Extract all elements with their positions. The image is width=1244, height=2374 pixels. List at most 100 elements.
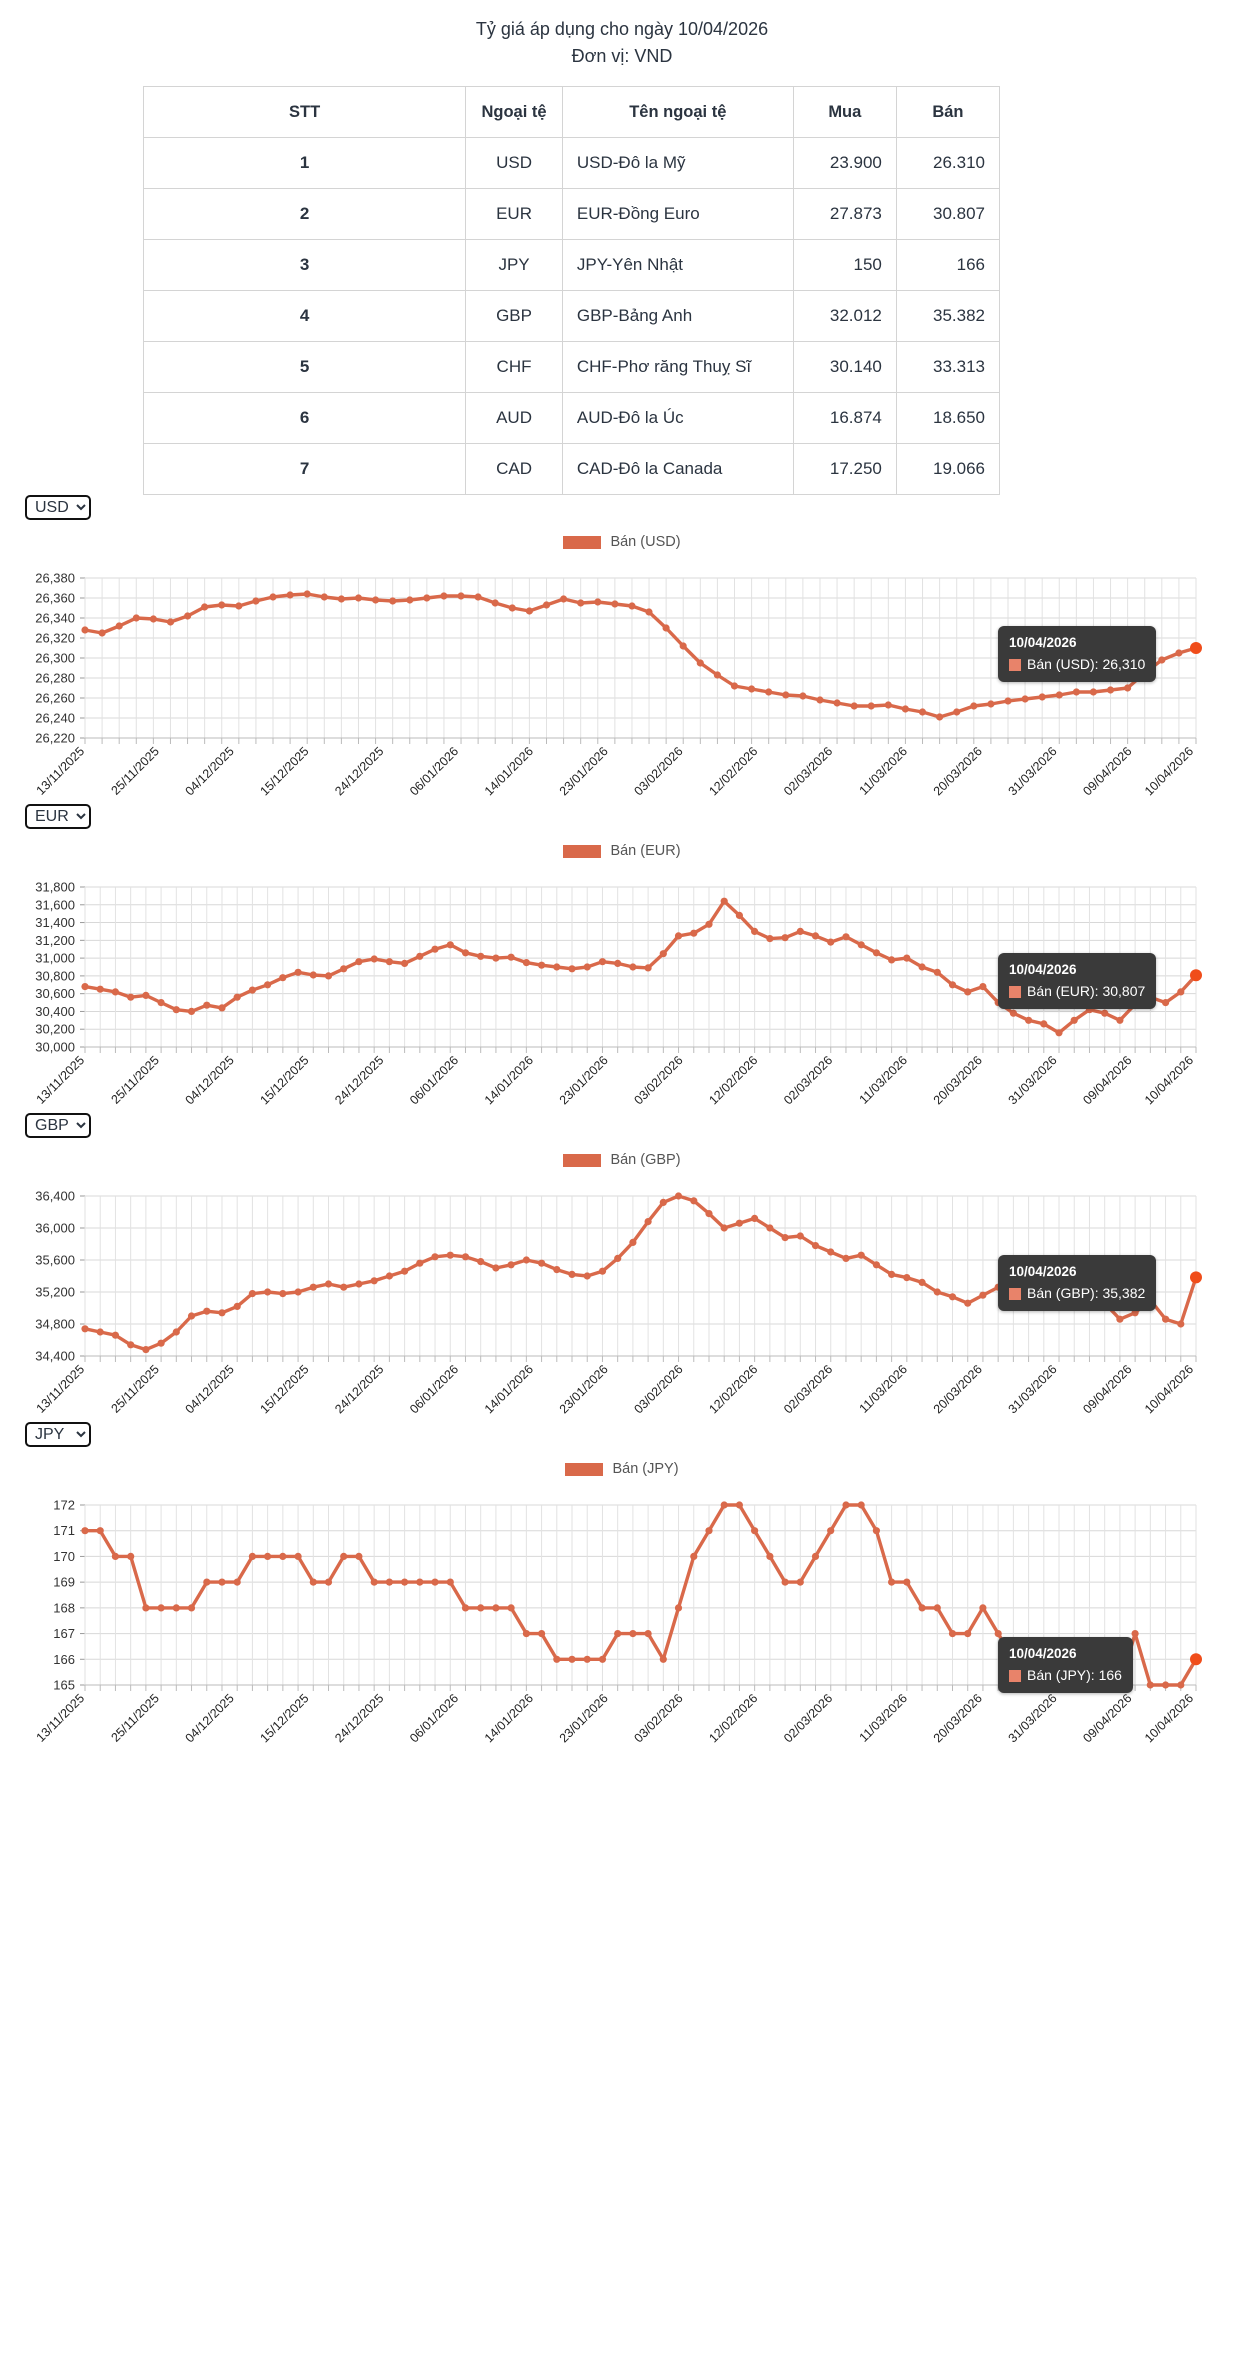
series-point[interactable] xyxy=(406,596,414,604)
series-point[interactable] xyxy=(172,1328,180,1336)
series-point[interactable] xyxy=(811,1242,820,1250)
series-point[interactable] xyxy=(440,592,448,600)
series-point[interactable] xyxy=(1089,688,1097,696)
series-point[interactable] xyxy=(568,1270,576,1278)
series-point[interactable] xyxy=(127,1552,135,1560)
series-point[interactable] xyxy=(522,959,531,967)
series-point[interactable] xyxy=(492,954,500,962)
series-point[interactable] xyxy=(385,1578,393,1586)
series-point[interactable] xyxy=(1177,988,1185,996)
series-point[interactable] xyxy=(269,593,277,601)
series-point[interactable] xyxy=(1116,1315,1124,1323)
series-point[interactable] xyxy=(1072,688,1080,696)
series-point[interactable] xyxy=(583,1272,591,1280)
series-point[interactable] xyxy=(735,1501,744,1509)
series-point[interactable] xyxy=(690,929,698,937)
series-point[interactable] xyxy=(446,941,454,949)
series-point[interactable] xyxy=(461,949,470,957)
currency-select-eur[interactable]: USDEURJPYGBPCHFAUDCAD xyxy=(25,804,91,829)
series-point[interactable] xyxy=(477,952,485,960)
series-point[interactable] xyxy=(730,682,739,690)
series-point[interactable] xyxy=(149,615,157,623)
series-point[interactable] xyxy=(201,603,209,611)
series-point[interactable] xyxy=(751,1527,759,1535)
series-last-point[interactable] xyxy=(1190,1271,1202,1284)
series-point[interactable] xyxy=(979,1291,987,1299)
series-point[interactable] xyxy=(1070,1016,1078,1024)
series-point[interactable] xyxy=(888,1578,896,1586)
series-point[interactable] xyxy=(157,999,165,1007)
series-point[interactable] xyxy=(477,1604,485,1612)
chart-legend[interactable]: Bán (EUR) xyxy=(0,843,1244,859)
series-point[interactable] xyxy=(303,590,311,598)
series-point[interactable] xyxy=(203,1001,211,1009)
series-point[interactable] xyxy=(583,963,591,971)
series-point[interactable] xyxy=(218,601,226,609)
series-point[interactable] xyxy=(765,688,773,696)
series-point[interactable] xyxy=(522,1256,531,1264)
series-point[interactable] xyxy=(355,1280,363,1288)
series-point[interactable] xyxy=(705,1210,713,1218)
series-point[interactable] xyxy=(888,1270,896,1278)
series-last-point[interactable] xyxy=(1190,1653,1202,1666)
series-point[interactable] xyxy=(690,1197,698,1205)
series-point[interactable] xyxy=(674,932,683,940)
series-point[interactable] xyxy=(218,1309,226,1317)
series-point[interactable] xyxy=(525,607,534,615)
series-point[interactable] xyxy=(1177,1681,1185,1689)
series-point[interactable] xyxy=(81,626,89,634)
series-point[interactable] xyxy=(132,614,140,622)
series-point[interactable] xyxy=(796,927,804,935)
series-point[interactable] xyxy=(127,1341,135,1349)
series-point[interactable] xyxy=(157,1604,165,1612)
currency-select-usd[interactable]: USDEURJPYGBPCHFAUDCAD xyxy=(25,495,91,520)
series-point[interactable] xyxy=(933,968,941,976)
series-point[interactable] xyxy=(446,1251,454,1259)
series-point[interactable] xyxy=(309,971,317,979)
series-point[interactable] xyxy=(690,1552,698,1560)
series-point[interactable] xyxy=(598,958,607,966)
chart-legend[interactable]: Bán (USD) xyxy=(0,534,1244,550)
series-point[interactable] xyxy=(184,612,192,620)
series-point[interactable] xyxy=(799,692,807,700)
series-point[interactable] xyxy=(372,596,380,604)
series-point[interactable] xyxy=(507,953,515,961)
series-point[interactable] xyxy=(492,1604,500,1612)
series-point[interactable] xyxy=(492,1264,500,1272)
series-point[interactable] xyxy=(994,1630,1002,1638)
series-point[interactable] xyxy=(252,597,260,605)
series-point[interactable] xyxy=(538,1259,546,1267)
series-point[interactable] xyxy=(674,1604,683,1612)
series-point[interactable] xyxy=(166,618,175,626)
series-point[interactable] xyxy=(81,983,89,991)
series-point[interactable] xyxy=(507,1261,515,1269)
series-point[interactable] xyxy=(340,965,348,973)
series-point[interactable] xyxy=(416,1259,424,1267)
series-point[interactable] xyxy=(340,1283,348,1291)
series-point[interactable] xyxy=(446,1578,454,1586)
series-point[interactable] xyxy=(781,1234,789,1242)
series-point[interactable] xyxy=(279,1290,287,1298)
series-point[interactable] xyxy=(354,594,363,602)
series-point[interactable] xyxy=(629,963,637,971)
series-point[interactable] xyxy=(1116,1016,1124,1024)
series-point[interactable] xyxy=(538,1630,546,1638)
series-point[interactable] xyxy=(872,949,881,957)
series-point[interactable] xyxy=(337,595,345,603)
series-point[interactable] xyxy=(423,594,431,602)
series-point[interactable] xyxy=(611,600,619,608)
series-point[interactable] xyxy=(187,1604,196,1612)
series-point[interactable] xyxy=(1055,691,1063,699)
series-point[interactable] xyxy=(127,993,135,1001)
series-point[interactable] xyxy=(953,708,961,716)
series-point[interactable] xyxy=(401,1578,409,1586)
series-point[interactable] xyxy=(203,1307,211,1315)
series-point[interactable] xyxy=(751,927,759,935)
series-point[interactable] xyxy=(872,1527,881,1535)
series-point[interactable] xyxy=(98,629,106,637)
series-point[interactable] xyxy=(355,1552,363,1560)
series-point[interactable] xyxy=(1175,649,1183,657)
series-point[interactable] xyxy=(203,1578,211,1586)
series-point[interactable] xyxy=(294,968,302,976)
series-point[interactable] xyxy=(1106,686,1115,694)
